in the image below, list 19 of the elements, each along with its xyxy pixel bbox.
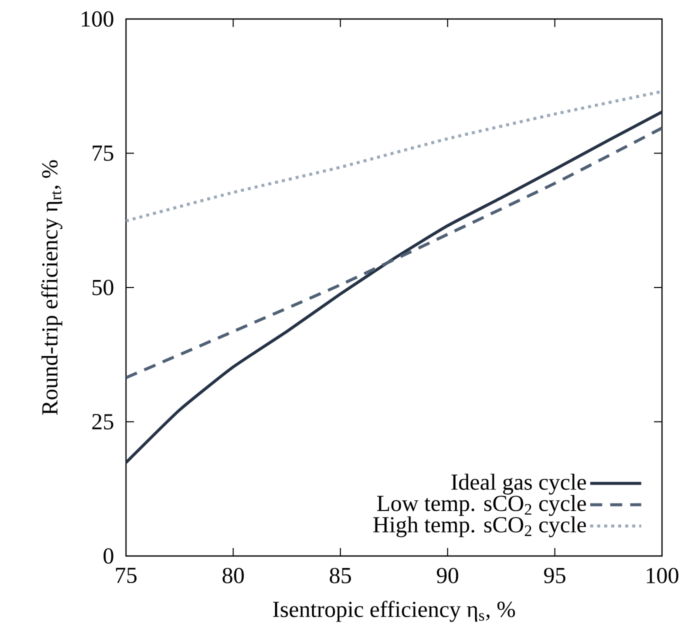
x-tick-label: 95	[544, 568, 566, 584]
x-tick-label: 90	[436, 568, 458, 584]
x-tick-label: 80	[222, 568, 244, 584]
legend-label: High temp. sCO$_{2}$ cycle	[373, 516, 586, 538]
x-tick-label: 85	[330, 568, 351, 584]
x-tick-label: 100	[646, 568, 678, 584]
y-tick-label: 100	[82, 11, 114, 27]
y-tick-label: 25	[92, 414, 114, 430]
x-tick-label: 75	[116, 568, 137, 584]
line-series	[126, 90, 662, 222]
y-axis-title: Round-trip efficiency η$_{rt}$, %	[41, 160, 62, 415]
y-tick-label: 75	[92, 146, 114, 161]
line-series	[126, 110, 662, 464]
y-tick-label: 50	[92, 280, 114, 296]
x-axis-title: Isentropic efficiency η$_{s}$, %	[273, 600, 515, 622]
y-tick-label: 0	[104, 548, 114, 564]
line-series	[126, 126, 662, 380]
legend-label: Ideal gas cycle	[451, 474, 586, 495]
legend-label: Low temp. sCO$_{2}$ cycle	[377, 495, 586, 516]
